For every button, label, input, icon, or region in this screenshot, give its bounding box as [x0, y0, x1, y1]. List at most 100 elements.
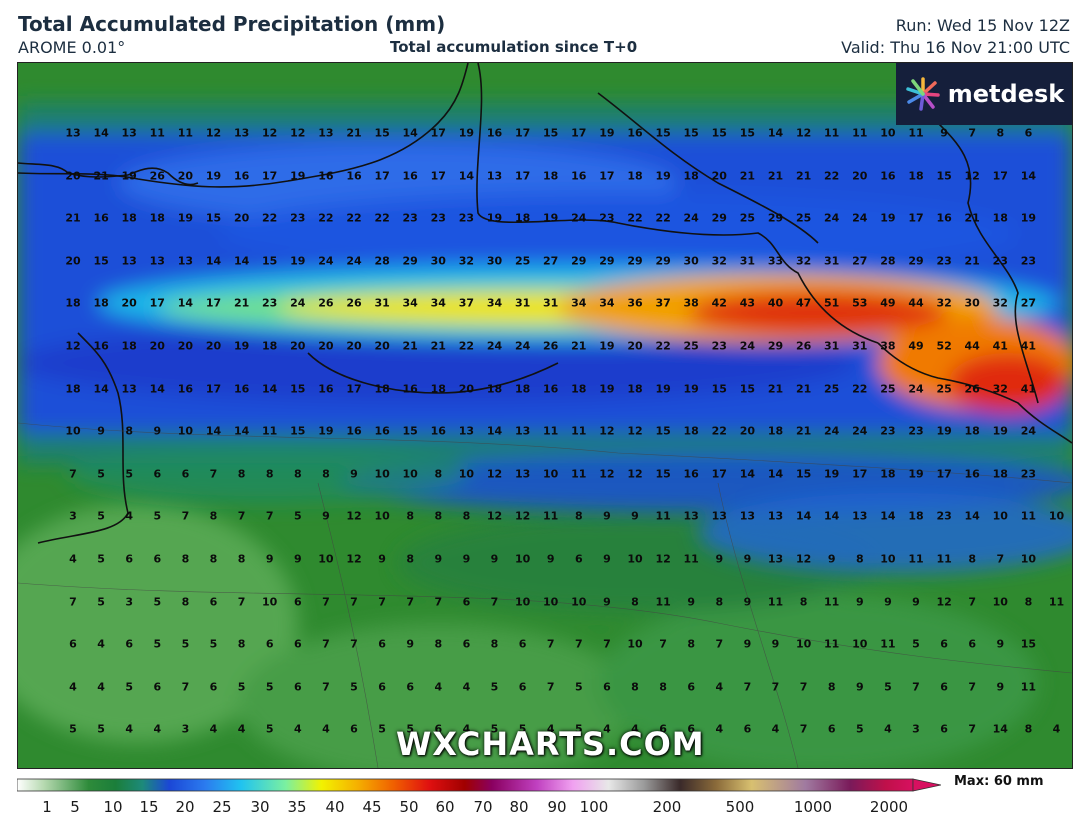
grid-value: 20 — [739, 424, 756, 438]
grid-value: 20 — [233, 211, 250, 225]
grid-value: 47 — [795, 296, 812, 310]
grid-value: 6 — [940, 722, 948, 736]
grid-value: 9 — [153, 424, 162, 438]
grid-value: 7 — [968, 595, 977, 609]
grid-value: 14 — [262, 382, 278, 396]
colorbar-tick: 1000 — [793, 798, 833, 816]
grid-value: 38 — [880, 339, 896, 353]
grid-value: 20 — [318, 339, 334, 353]
grid-value: 8 — [434, 467, 443, 481]
grid-value: 11 — [543, 424, 559, 438]
grid-value: 31 — [824, 339, 840, 353]
grid-value: 16 — [233, 169, 250, 183]
grid-value: 25 — [880, 382, 896, 396]
grid-value: 42 — [711, 296, 727, 310]
grid-value: 19 — [290, 254, 306, 268]
grid-value: 15 — [205, 211, 222, 225]
grid-value: 32 — [711, 254, 727, 268]
grid-value: 6 — [406, 680, 415, 694]
grid-value: 7 — [546, 680, 555, 694]
grid-value: 19 — [290, 169, 306, 183]
grid-value: 51 — [824, 296, 840, 310]
grid-value: 14 — [880, 509, 896, 523]
grid-value: 9 — [97, 424, 105, 438]
colorbar-tick: 35 — [287, 798, 307, 816]
grid-value: 16 — [93, 339, 109, 353]
grid-value: 21 — [767, 382, 784, 396]
grid-value: 21 — [346, 126, 362, 140]
grid-value: 14 — [177, 296, 194, 310]
grid-value: 23 — [1020, 254, 1037, 268]
grid-value: 21 — [795, 424, 812, 438]
grid-value: 9 — [322, 509, 330, 523]
grid-value: 19 — [233, 339, 250, 353]
precipitation-map[interactable]: 13 14 13 11 11 12 13 12 12 13 21 15 14 17 19 16 17 15 17 19… — [17, 62, 1073, 769]
grid-value: 9 — [293, 552, 302, 566]
grid-value: 16 — [936, 211, 952, 225]
grid-value: 6 — [574, 552, 583, 566]
grid-value: 9 — [406, 637, 415, 651]
grid-value: 28 — [374, 254, 390, 268]
grid-value: 15 — [402, 424, 418, 438]
grid-value: 18 — [683, 169, 699, 183]
grid-value: 8 — [209, 509, 218, 523]
grid-value: 11 — [767, 595, 784, 609]
grid-value: 7 — [996, 552, 1005, 566]
grid-value: 5 — [884, 680, 892, 694]
grid-value: 9 — [940, 126, 948, 140]
grid-value: 20 — [65, 169, 81, 183]
grid-value: 26 — [543, 339, 559, 353]
grid-value: 6 — [69, 637, 77, 651]
grid-value: 49 — [908, 339, 924, 353]
grid-value: 24 — [683, 211, 699, 225]
grid-value: 8 — [996, 126, 1005, 140]
grid-value: 10 — [880, 552, 896, 566]
grid-value: 6 — [125, 552, 134, 566]
grid-value: 5 — [350, 680, 358, 694]
grid-value: 15 — [711, 382, 727, 396]
grid-value: 8 — [1024, 722, 1033, 736]
grid-value: 18 — [992, 211, 1008, 225]
grid-value: 20 — [346, 339, 362, 353]
metdesk-logo[interactable]: metdesk — [896, 63, 1072, 125]
grid-value: 29 — [767, 211, 784, 225]
grid-value: 25 — [795, 211, 812, 225]
grid-value: 5 — [209, 637, 218, 651]
grid-value: 6 — [153, 552, 162, 566]
grid-value: 10 — [627, 552, 643, 566]
grid-value: 9 — [434, 552, 443, 566]
grid-value: 7 — [69, 595, 77, 609]
grid-value: 9 — [743, 595, 752, 609]
grid-value: 5 — [181, 637, 190, 651]
grid-value: 29 — [402, 254, 418, 268]
grid-value: 7 — [237, 595, 246, 609]
grid-value: 5 — [574, 722, 583, 736]
grid-value: 5 — [153, 595, 162, 609]
grid-value: 9 — [996, 637, 1005, 651]
grid-value: 8 — [434, 637, 443, 651]
grid-value: 11 — [824, 126, 840, 140]
grid-value: 7 — [799, 722, 808, 736]
grid-value: 19 — [655, 169, 671, 183]
grid-value: 6 — [462, 637, 471, 651]
valid-label: Valid: Thu 16 Nov 21:00 UTC — [841, 38, 1070, 57]
grid-value: 5 — [153, 509, 162, 523]
grid-value: 7 — [406, 595, 415, 609]
grid-value: 13 — [711, 509, 727, 523]
grid-value: 18 — [543, 169, 559, 183]
grid-value: 4 — [884, 722, 892, 736]
grid-value: 6 — [940, 680, 948, 694]
grid-value: 13 — [121, 382, 137, 396]
colorbar-tick: 1 — [42, 798, 52, 816]
grid-value: 11 — [1048, 595, 1065, 609]
grid-value: 36 — [627, 296, 643, 310]
grid-value: 10 — [514, 595, 531, 609]
colorbar-tick: 5 — [70, 798, 80, 816]
grid-value: 11 — [852, 126, 868, 140]
grid-value: 24 — [852, 211, 868, 225]
grid-value: 11 — [1020, 509, 1037, 523]
grid-value: 34 — [486, 296, 503, 310]
colorbar-tick: 45 — [362, 798, 382, 816]
grid-value: 5 — [912, 637, 920, 651]
grid-value: 19 — [599, 339, 615, 353]
